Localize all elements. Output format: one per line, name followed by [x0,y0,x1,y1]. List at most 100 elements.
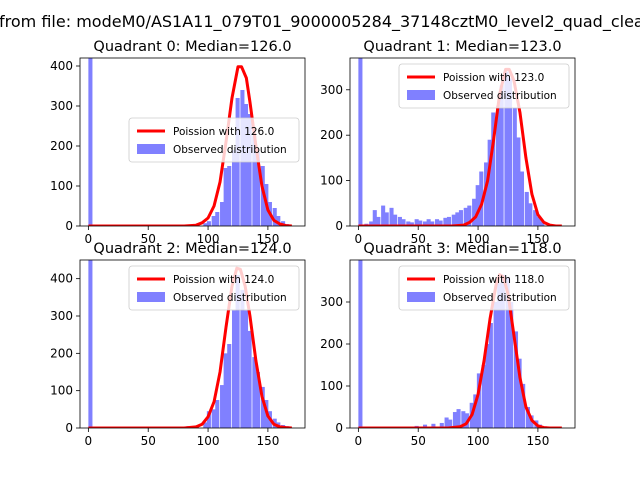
axes-frame [79,57,306,227]
histogram-bar [255,372,260,428]
y-tick-label: 200 [320,337,343,351]
histogram-bar [206,221,211,226]
x-tick-label: 0 [85,434,93,448]
quadrant-2-panel: 0 50 100 150 0 100 200 300 400 Quadrant 2: Median… [50,241,306,448]
quadrant-0-panel: 0 50 100 150 0 100 200 300 400 Quadrant 0: Median… [50,39,306,246]
histogram-bar [516,137,521,226]
y-tick-label: 100 [50,384,73,398]
histogram-bar [255,152,260,226]
histogram-bar [401,219,406,226]
x-tick-label: 50 [411,434,426,448]
histogram-bar [488,323,493,428]
x-tick-label: 100 [197,434,220,448]
y-tick-label: 0 [65,219,73,233]
histogram-bar [240,289,245,428]
histogram-bar [252,136,257,226]
legend-poisson-label: Poission with 118.0 [443,274,544,286]
histogram-bar [252,357,257,428]
histogram-bar [484,162,489,226]
histogram-bar [517,358,522,428]
histogram-bar [423,221,428,226]
legend-observed-label: Observed distribution [443,90,557,102]
histogram-bar [381,205,386,226]
legend: Poission with 123.0 Observed distribution [398,63,570,109]
histogram-bar [406,221,411,226]
histogram-bar [235,274,240,428]
quadrant-1-panel: 0 50 100 150 0 100 200 300 Quadrant 1: Median=12… [320,39,576,246]
histogram-bar [438,220,443,226]
histogram-bar [203,422,208,428]
legend: Poission with 126.0 Observed distribution [128,117,300,163]
legend-poisson-label: Poission with 126.0 [173,126,274,138]
histogram-bar [206,411,211,428]
histogram-bar [211,409,216,428]
plot-area [358,260,562,428]
x-tick-label: 150 [256,434,279,448]
legend-observed-label: Observed distribution [173,292,287,304]
y-tick-label: 0 [335,219,343,233]
legend-observed-label: Observed distribution [173,144,287,156]
histogram-bar [439,422,444,428]
y-tick-label: 100 [320,379,343,393]
legend-observed-swatch [407,292,435,302]
histogram-bar [247,114,252,226]
histogram-bar [456,409,461,428]
legend-observed-swatch [137,144,165,154]
histogram-bar [393,214,398,226]
histogram-bar [431,423,436,428]
x-tick-label: 0 [355,434,363,448]
histogram-bar [497,283,502,428]
histogram-bar [481,365,486,428]
legend-poisson-label: Poission with 124.0 [173,274,274,286]
histogram-bar [211,216,216,226]
histogram-bar [505,276,510,428]
histogram-bar [472,198,477,226]
legend-box [128,117,300,163]
histogram-bar [397,216,402,226]
histogram-bar [524,191,529,226]
panel-title: Quadrant 0: Median=126.0 [93,39,291,55]
histogram-bar [358,260,363,428]
histogram-bar [414,219,419,226]
histogram-bar [461,411,466,428]
legend-observed-swatch [407,90,435,100]
histogram-bar [455,212,460,226]
histogram-bar [372,210,377,226]
histogram-bar [276,216,281,226]
histogram-bar [409,222,414,226]
histogram-bar [247,330,252,428]
legend-box [398,63,570,109]
histogram-bar [418,220,423,226]
histogram-bar [220,202,225,226]
panel-title: Quadrant 2: Median=124.0 [93,241,291,257]
axes-frame [79,259,306,429]
x-tick-label: 50 [411,232,426,246]
histogram-bar [528,203,533,226]
x-tick-label: 100 [467,434,490,448]
y-tick-label: 100 [320,174,343,188]
histogram-bar [499,85,504,226]
panel-title: Quadrant 3: Median=118.0 [363,241,561,257]
y-tick-label: 200 [50,139,73,153]
histogram-bar [227,344,232,428]
histogram-bar [231,310,237,428]
histogram-bar [475,185,480,226]
legend-box [128,265,300,311]
x-tick-label: 150 [256,232,279,246]
histogram-bar [452,412,457,428]
histogram-bar [376,216,381,226]
histogram-bar [88,260,93,428]
histogram-bar [540,221,545,226]
legend-box [398,265,570,311]
histogram-bar [369,221,374,226]
histogram-bar [215,400,220,428]
histogram-bar [223,353,228,428]
histogram-bar [88,58,93,226]
histogram-bar [512,107,517,226]
histogram-bar [223,168,228,226]
histogram-bar [476,373,481,428]
histogram-bar [203,223,208,226]
histogram-bar [536,216,541,226]
histogram-bar [426,219,431,226]
